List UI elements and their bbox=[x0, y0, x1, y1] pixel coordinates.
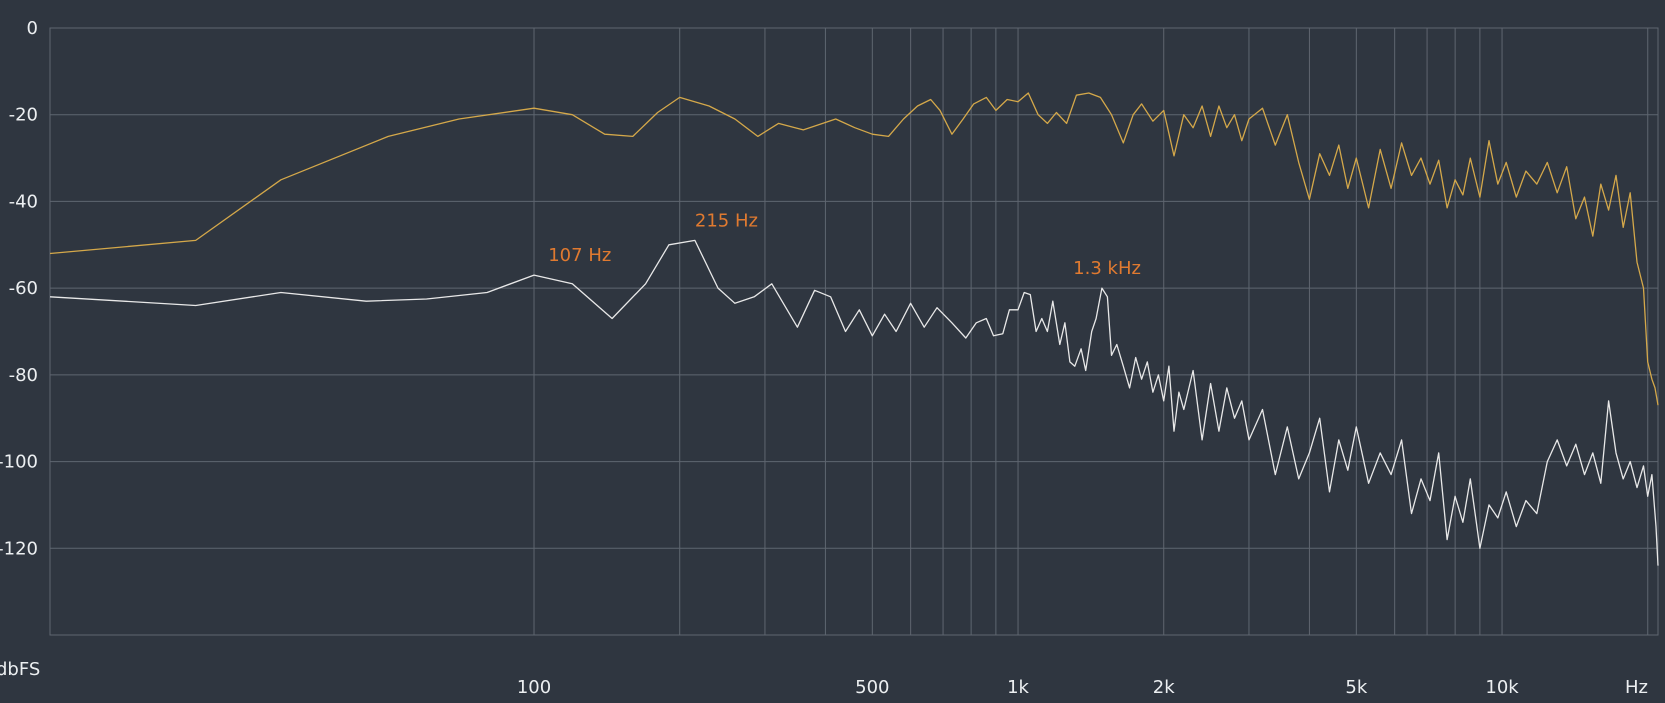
y-axis-ticks: 0 -20 -40 -60 -80 -100 -120 bbox=[0, 18, 38, 559]
y-tick-label: -100 bbox=[0, 452, 38, 473]
x-tick-label: 1k bbox=[1007, 677, 1029, 698]
y-tick-label: -60 bbox=[9, 278, 38, 299]
peak-label: 215 Hz bbox=[695, 210, 758, 231]
peak-label: 1.3 kHz bbox=[1073, 258, 1141, 279]
y-tick-label: -80 bbox=[9, 365, 38, 386]
x-axis-ticks: 100 500 1k 2k 5k 10k bbox=[517, 677, 1519, 698]
x-tick-label: 5k bbox=[1345, 677, 1367, 698]
spectrum-line bbox=[49, 239, 1659, 566]
x-tick-label: 500 bbox=[855, 677, 889, 698]
peak-label: 107 Hz bbox=[548, 245, 611, 266]
x-tick-label: 10k bbox=[1485, 677, 1519, 698]
y-tick-label: -120 bbox=[0, 538, 38, 559]
spectrum-line bbox=[49, 92, 1659, 406]
grid bbox=[49, 27, 1659, 636]
peak-annotations: 107 Hz 215 Hz 1.3 kHz bbox=[548, 210, 1141, 279]
series bbox=[49, 92, 1659, 566]
x-axis-label: Hz bbox=[1625, 677, 1648, 698]
y-tick-label: 0 bbox=[27, 18, 38, 39]
y-tick-label: -20 bbox=[9, 105, 38, 126]
x-tick-label: 100 bbox=[517, 677, 551, 698]
y-tick-label: -40 bbox=[9, 191, 38, 212]
y-axis-label: dbFS bbox=[0, 659, 40, 680]
x-tick-label: 2k bbox=[1153, 677, 1175, 698]
